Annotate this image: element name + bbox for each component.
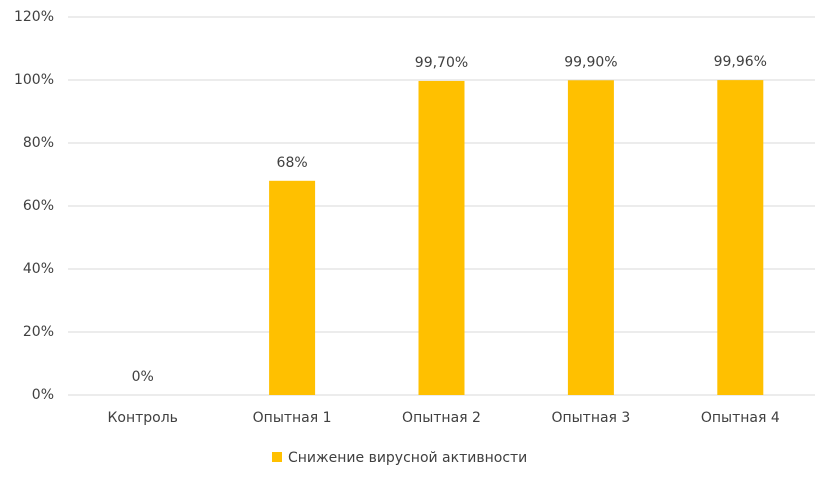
value-label: 0% — [132, 369, 154, 385]
y-tick-label: 100% — [14, 72, 54, 88]
value-label: 99,70% — [415, 55, 468, 71]
legend-swatch — [272, 452, 282, 462]
value-label: 99,96% — [714, 54, 767, 70]
y-tick-label: 20% — [23, 324, 54, 340]
x-tick-label: Опытная 1 — [253, 410, 332, 426]
y-tick-label: 60% — [23, 198, 54, 214]
x-tick-label: Опытная 3 — [551, 410, 630, 426]
x-tick-label: Опытная 2 — [402, 410, 481, 426]
x-tick-label: Опытная 4 — [701, 410, 780, 426]
x-tick-label: Контроль — [107, 410, 177, 426]
value-label: 99,90% — [564, 54, 617, 70]
y-tick-label: 80% — [23, 135, 54, 151]
legend-label: Снижение вирусной активности — [288, 450, 527, 466]
y-tick-label: 0% — [32, 387, 54, 403]
y-tick-label: 40% — [23, 261, 54, 277]
bar — [418, 80, 465, 395]
value-label: 68% — [277, 155, 308, 171]
bar — [717, 80, 764, 395]
bar — [269, 180, 316, 395]
y-tick-label: 120% — [14, 9, 54, 25]
bar — [567, 80, 614, 395]
